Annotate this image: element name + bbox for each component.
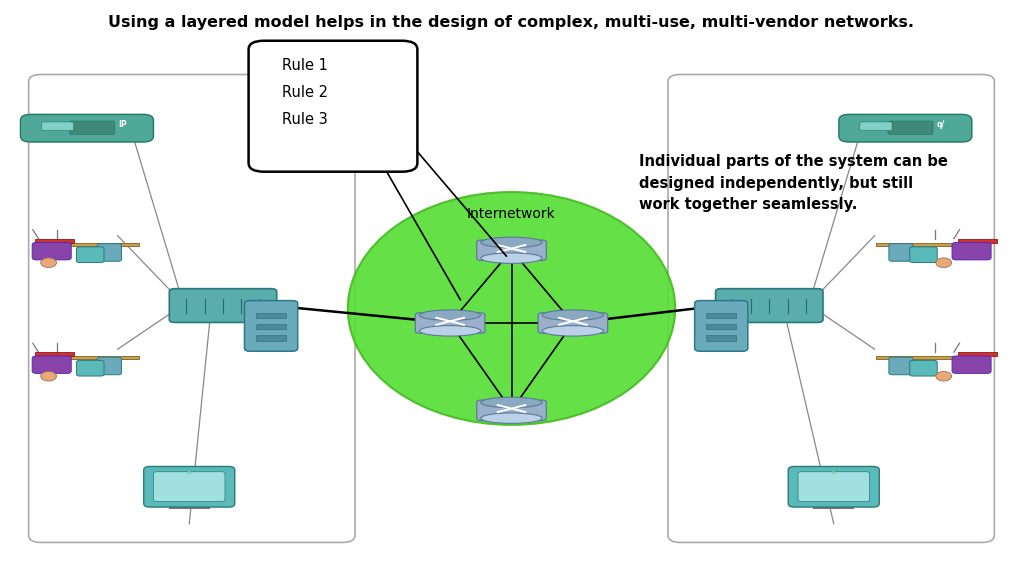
Bar [35,243,41,258]
Text: Individual parts of the system can be
designed independently, but still
work tog: Individual parts of the system can be de… [639,154,948,212]
FancyBboxPatch shape [249,41,417,172]
Ellipse shape [936,371,951,381]
FancyBboxPatch shape [909,247,937,262]
FancyBboxPatch shape [169,289,276,322]
FancyBboxPatch shape [415,313,485,333]
Text: IP: IP [119,120,127,129]
Bar [35,352,74,356]
Ellipse shape [481,397,542,407]
FancyBboxPatch shape [695,300,748,352]
FancyBboxPatch shape [20,114,153,142]
FancyBboxPatch shape [788,467,879,507]
Bar [706,313,737,318]
Bar [37,243,139,246]
Bar [256,335,286,340]
FancyBboxPatch shape [952,243,991,260]
FancyBboxPatch shape [77,360,104,376]
FancyBboxPatch shape [798,472,870,502]
Bar [35,239,74,243]
Bar [876,356,978,359]
Bar [35,356,41,372]
FancyBboxPatch shape [41,122,74,131]
FancyBboxPatch shape [70,121,115,134]
Text: Using a layered model helps in the design of complex, multi-use, multi-vendor ne: Using a layered model helps in the desig… [108,15,915,30]
Bar [876,243,978,246]
Ellipse shape [542,310,604,320]
Ellipse shape [481,413,542,424]
Bar [958,243,965,258]
Ellipse shape [41,371,56,381]
Bar [706,324,737,329]
Bar [958,352,997,356]
FancyBboxPatch shape [889,357,913,375]
Ellipse shape [419,326,481,336]
FancyBboxPatch shape [888,121,933,134]
Circle shape [832,471,836,474]
Text: Internetwork: Internetwork [468,207,555,221]
Text: Rule 1
Rule 2
Rule 3: Rule 1 Rule 2 Rule 3 [282,58,328,127]
FancyBboxPatch shape [29,74,355,542]
FancyBboxPatch shape [97,357,122,375]
FancyBboxPatch shape [32,356,72,374]
FancyBboxPatch shape [538,313,608,333]
Ellipse shape [481,253,542,263]
FancyBboxPatch shape [477,400,546,420]
FancyBboxPatch shape [153,472,225,502]
Bar [958,239,997,243]
Bar [706,335,737,340]
FancyBboxPatch shape [143,467,234,507]
FancyBboxPatch shape [668,74,994,542]
FancyBboxPatch shape [859,122,892,131]
Ellipse shape [348,192,675,425]
Ellipse shape [542,326,604,336]
FancyBboxPatch shape [716,289,822,322]
Circle shape [187,471,191,474]
FancyBboxPatch shape [839,114,972,142]
Ellipse shape [419,310,481,320]
Bar [256,313,286,318]
FancyBboxPatch shape [952,356,991,374]
FancyBboxPatch shape [909,360,937,376]
Ellipse shape [481,237,542,248]
Bar [958,356,965,372]
Ellipse shape [41,258,56,268]
Ellipse shape [936,258,951,268]
FancyBboxPatch shape [889,244,913,261]
Bar [256,324,286,329]
FancyBboxPatch shape [244,300,298,352]
FancyBboxPatch shape [32,243,72,260]
FancyBboxPatch shape [77,247,104,262]
FancyBboxPatch shape [477,240,546,261]
FancyBboxPatch shape [97,244,122,261]
Bar [37,356,139,359]
Text: q/: q/ [937,120,945,129]
